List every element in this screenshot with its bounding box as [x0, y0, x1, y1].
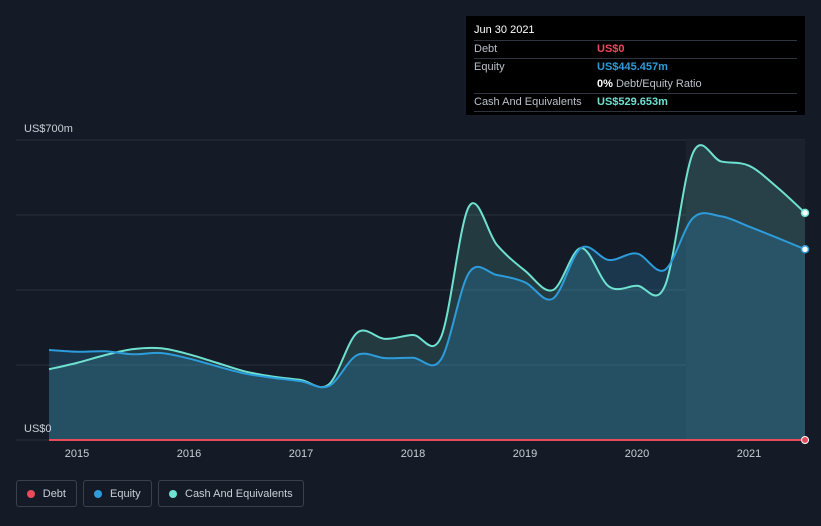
tooltip-equity-value: US$445.457m — [597, 61, 668, 73]
x-tick-label: 2015 — [65, 448, 89, 460]
hover-highlight-band — [686, 140, 805, 440]
tooltip-ratio-value: 0% — [597, 78, 613, 90]
legend-cash-label: Cash And Equivalents — [185, 487, 293, 500]
tooltip-date: Jun 30 2021 — [474, 24, 535, 36]
debt-legend-dot-icon — [27, 489, 35, 498]
legend-debt-label: Debt — [42, 487, 66, 500]
cash-endpoint-marker — [800, 208, 810, 218]
tooltip-ratio-row: 0% Debt/Equity Ratio — [474, 76, 797, 93]
tooltip-ratio-label: Debt/Equity Ratio — [615, 78, 702, 90]
legend-item-equity[interactable]: Equity — [83, 480, 152, 507]
legend-item-cash[interactable]: Cash And Equivalents — [158, 480, 304, 507]
tooltip-equity-label: Equity — [474, 61, 505, 73]
tooltip-cash-value: US$529.653m — [597, 96, 668, 108]
series-lines — [48, 144, 810, 444]
data-tooltip: Jun 30 2021 Debt US$0 Equity US$445.457m… — [466, 16, 805, 115]
x-tick-label: 2019 — [513, 448, 537, 460]
x-tick-label: 2020 — [625, 448, 649, 460]
tooltip-cash-row: Cash And Equivalents US$529.653m — [474, 93, 797, 112]
x-tick-label: 2018 — [401, 448, 425, 460]
tooltip-equity-row: Equity US$445.457m — [474, 58, 797, 76]
x-tick-label: 2016 — [177, 448, 201, 460]
x-tick-label: 2021 — [737, 448, 761, 460]
tooltip-debt-row: Debt US$0 — [474, 40, 797, 58]
tooltip-debt-value: US$0 — [597, 43, 625, 55]
tooltip-cash-label: Cash And Equivalents — [474, 96, 582, 108]
debt-endpoint-marker — [801, 436, 809, 444]
equity-legend-dot-icon — [94, 489, 102, 498]
cash-area — [49, 145, 805, 440]
x-tick-label: 2017 — [289, 448, 313, 460]
series-areas — [49, 145, 805, 440]
axis-tick-labels: US$700m US$0 2015 2016 2017 2018 2019 2020 2021 — [24, 123, 761, 460]
y-tick-label: US$700m — [24, 123, 73, 135]
y-tick-label: US$0 — [24, 423, 52, 435]
tooltip-debt-label: Debt — [474, 43, 498, 55]
equity-series-line — [48, 212, 806, 389]
equity-endpoint-marker — [800, 245, 810, 254]
cash-legend-dot-icon — [169, 489, 177, 498]
cash-series-line — [48, 144, 806, 389]
legend-equity-label: Equity — [110, 487, 141, 500]
equity-area — [49, 213, 805, 440]
legend-item-debt[interactable]: Debt — [16, 480, 77, 507]
